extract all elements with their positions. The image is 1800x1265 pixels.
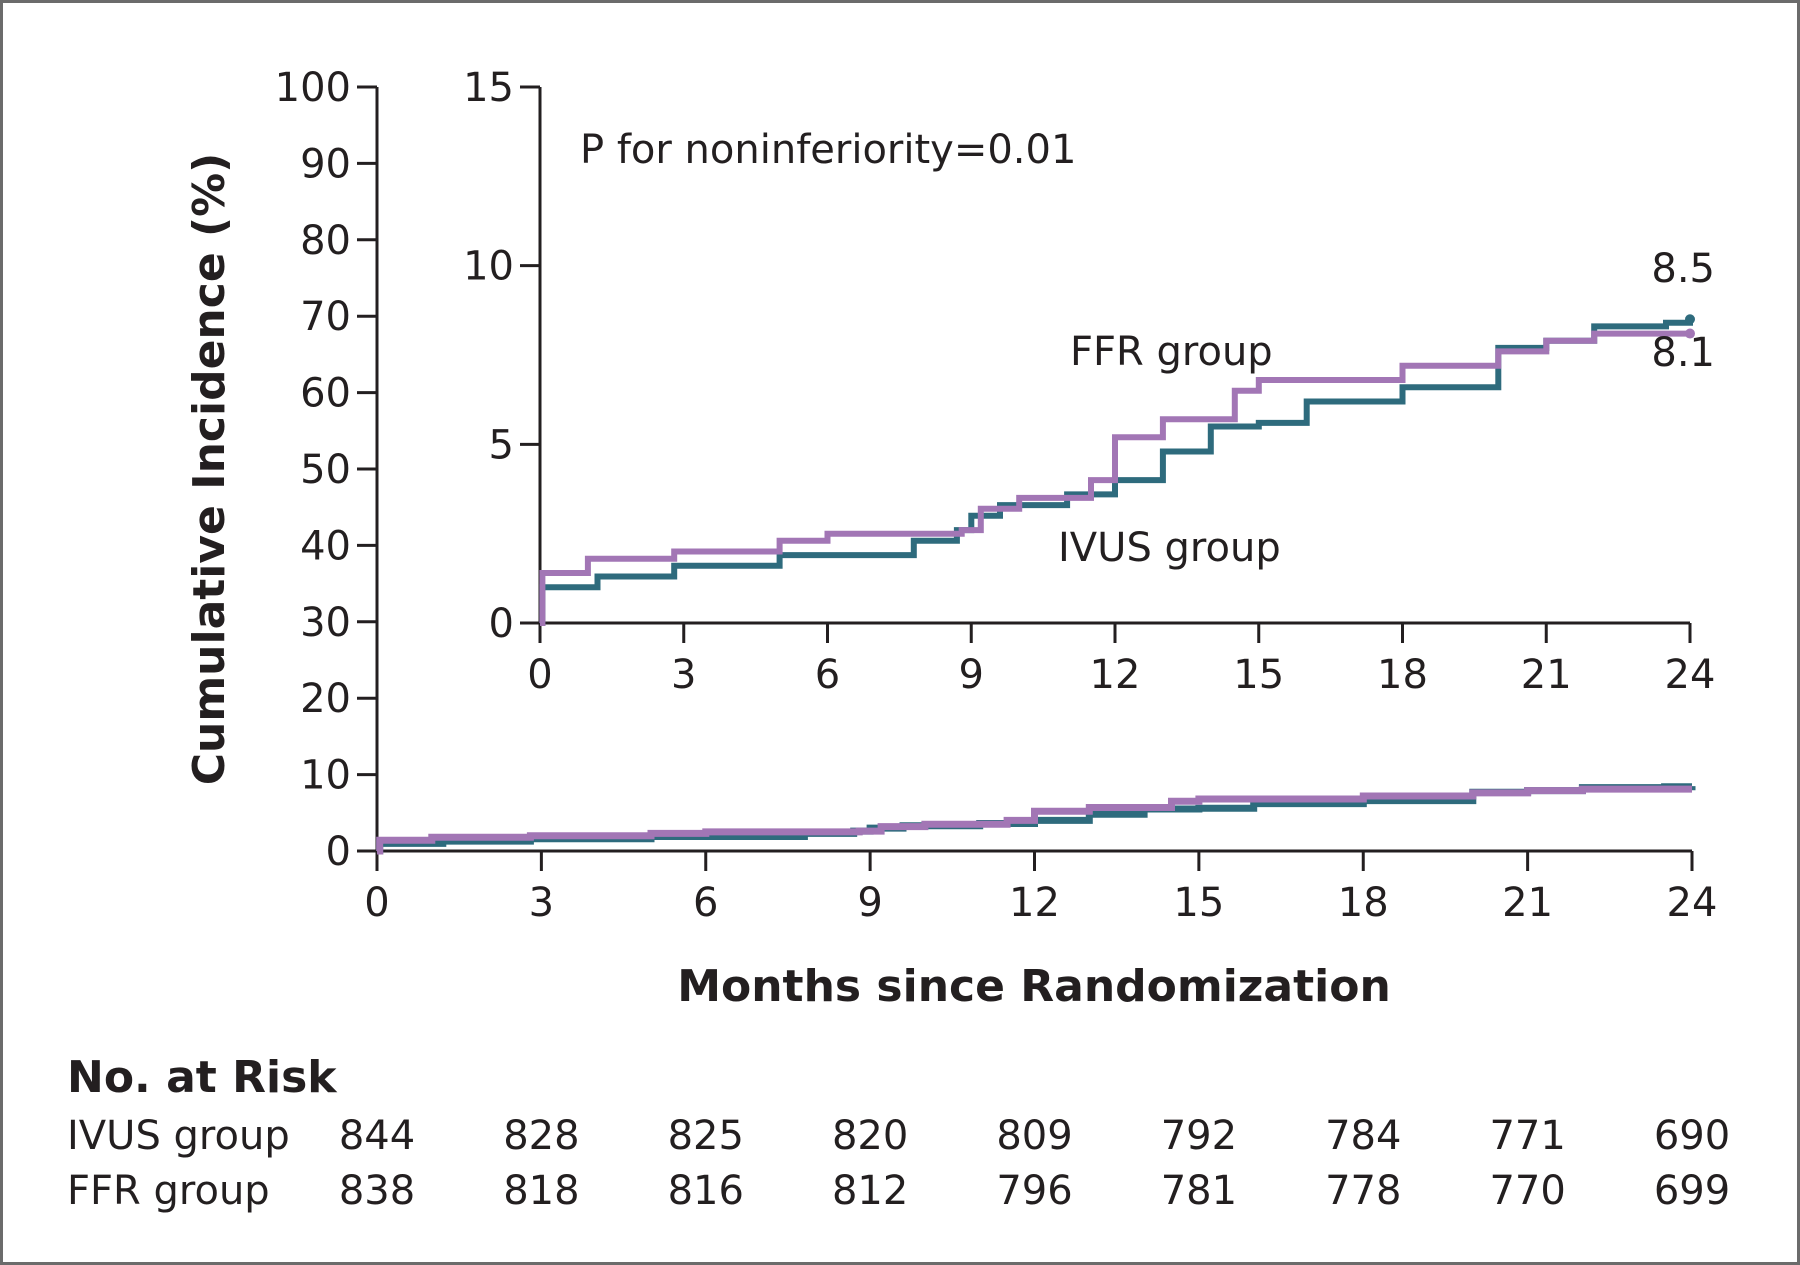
inset-x-tick-label-3: 3 [671, 652, 696, 698]
main-x-tick-label-6: 6 [693, 880, 718, 926]
risk-cell-ffr-21: 770 [1489, 1168, 1565, 1214]
risk-cell-ffr-12: 796 [996, 1168, 1072, 1214]
risk-cell-ffr-9: 812 [832, 1168, 908, 1214]
risk-cell-ivus-9: 820 [832, 1113, 908, 1159]
inset-x-tick-label-0: 0 [527, 652, 552, 698]
inset-series-ivus-endpoint [1685, 314, 1695, 325]
inset-x-tick-label-24: 24 [1665, 652, 1716, 698]
risk-cell-ivus-6: 825 [668, 1113, 744, 1159]
main-x-tick-label-3: 3 [529, 880, 554, 926]
risk-cell-ffr-15: 781 [1161, 1168, 1237, 1214]
main-x-tick-label-15: 15 [1173, 880, 1224, 926]
main-y-tick-label-40: 40 [300, 523, 351, 569]
ivus-group-label: IVUS group [1058, 525, 1281, 571]
inset-x-tick-label-18: 18 [1377, 652, 1428, 698]
main-x-tick-label-18: 18 [1338, 880, 1389, 926]
main-y-tick-label-60: 60 [300, 371, 351, 417]
risk-row-label-ivus: IVUS group [67, 1113, 290, 1159]
risk-row-label-ffr: FFR group [67, 1168, 270, 1214]
main-y-tick-label-90: 90 [300, 141, 351, 187]
x-axis-label: Months since Randomization [677, 961, 1391, 1012]
inset-plot: 0 5 10 15 0 3 6 9 12 15 18 21 24 [463, 65, 1715, 698]
inset-series-ffr-endpoint [1685, 328, 1695, 339]
main-x-tick-label-21: 21 [1502, 880, 1553, 926]
risk-cell-ffr-6: 816 [668, 1168, 744, 1214]
risk-cell-ivus-3: 828 [503, 1113, 579, 1159]
inset-x-tick-label-15: 15 [1233, 652, 1284, 698]
inset-x-tick-label-21: 21 [1521, 652, 1572, 698]
main-y-tick-label-0: 0 [326, 829, 351, 875]
p-value-annotation: P for noninferiority=0.01 [580, 127, 1076, 173]
main-x-tick-label-12: 12 [1009, 880, 1060, 926]
risk-cell-ivus-15: 792 [1161, 1113, 1237, 1159]
risk-cell-ffr-18: 778 [1325, 1168, 1401, 1214]
inset-x-tick-label-12: 12 [1090, 652, 1141, 698]
risk-cell-ivus-12: 809 [996, 1113, 1072, 1159]
risk-cell-ivus-18: 784 [1325, 1113, 1401, 1159]
y-axis-label: Cumulative Incidence (%) [184, 153, 235, 786]
risk-cell-ivus-0: 844 [339, 1113, 415, 1159]
inset-y-tick-label-15: 15 [463, 65, 514, 111]
main-y-tick-label-80: 80 [300, 218, 351, 264]
risk-cell-ivus-24: 690 [1654, 1113, 1730, 1159]
main-x-tick-label-9: 9 [857, 880, 882, 926]
main-series-ffr [376, 785, 1692, 855]
inset-y-tick-label-0: 0 [489, 601, 514, 647]
ffr-group-label: FFR group [1070, 329, 1273, 375]
inset-series-ffr [539, 330, 1690, 626]
risk-cell-ffr-3: 818 [503, 1168, 579, 1214]
risk-cell-ffr-0: 838 [339, 1168, 415, 1214]
inset-y-tick-label-5: 5 [489, 422, 514, 468]
main-y-tick-label-10: 10 [300, 753, 351, 799]
risk-table-title: No. at Risk [67, 1052, 338, 1103]
ivus-end-value: 8.5 [1651, 246, 1715, 292]
number-at-risk-table: No. at Risk IVUS group FFR group 844 828 8… [67, 1052, 1730, 1214]
ffr-end-value: 8.1 [1651, 330, 1715, 376]
inset-y-tick-label-10: 10 [463, 244, 514, 290]
main-y-tick-label-70: 70 [300, 294, 351, 340]
main-x-tick-label-0: 0 [364, 880, 389, 926]
main-y-tick-label-100: 100 [275, 65, 351, 111]
risk-cell-ffr-24: 699 [1654, 1168, 1730, 1214]
main-x-tick-label-24: 24 [1667, 880, 1718, 926]
risk-cell-ivus-21: 771 [1489, 1113, 1565, 1159]
inset-x-tick-label-9: 9 [959, 652, 984, 698]
main-y-tick-label-30: 30 [300, 600, 351, 646]
main-y-tick-label-50: 50 [300, 447, 351, 493]
main-y-tick-label-20: 20 [300, 676, 351, 722]
inset-x-tick-label-6: 6 [815, 652, 840, 698]
